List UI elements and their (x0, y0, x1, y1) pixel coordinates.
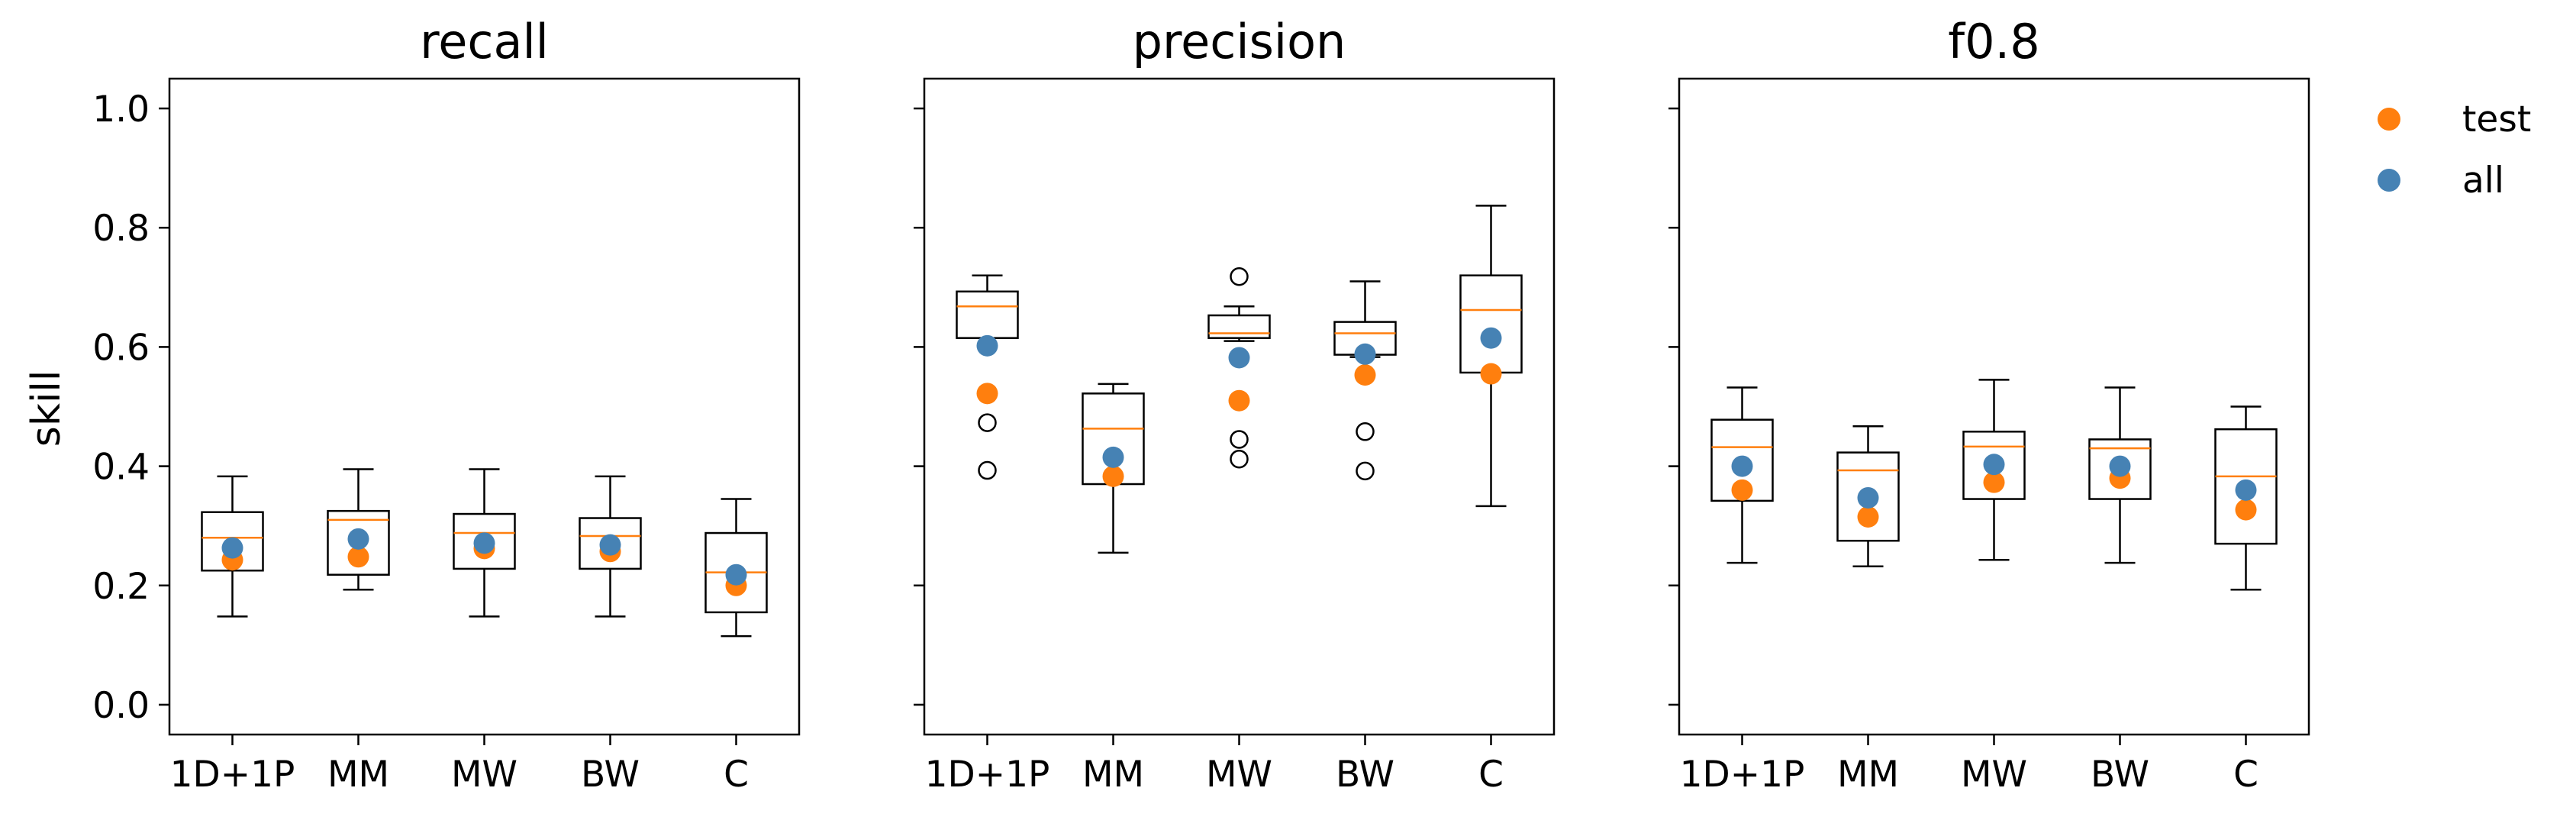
point-all (599, 534, 621, 556)
box-iqr (956, 290, 1019, 339)
y-axis-label: skill (24, 370, 69, 447)
point-test (347, 546, 369, 568)
outlier-point (978, 460, 997, 480)
y-tick-label: 0.6 (92, 327, 150, 369)
x-tick-label: MW (1206, 754, 1272, 796)
x-tick-label: 1D+1P (1680, 754, 1805, 796)
panel-title: f0.8 (1948, 14, 2039, 69)
point-all (1983, 454, 2005, 476)
legend-marker-all (2378, 169, 2400, 192)
box-1D+1P (1710, 386, 1774, 564)
point-all (221, 537, 243, 559)
box-BW (579, 475, 642, 618)
box-iqr (2088, 438, 2152, 500)
x-tick-label: C (2233, 754, 2258, 796)
y-tick-label: 0.0 (92, 685, 150, 727)
point-all (1228, 347, 1250, 369)
point-all (2235, 479, 2257, 501)
outlier-point (1230, 267, 1249, 286)
point-all (2109, 455, 2131, 477)
panel-title: recall (420, 14, 549, 69)
x-tick-label: MW (1961, 754, 2027, 796)
box-iqr (1459, 274, 1523, 374)
x-tick-label: C (724, 754, 749, 796)
x-tick-label: 1D+1P (925, 754, 1050, 796)
axes-frame (168, 77, 801, 736)
axes-frame (1678, 77, 2310, 736)
box-iqr (327, 509, 390, 576)
box-BW (1333, 280, 1397, 481)
point-test (1480, 363, 1502, 385)
x-tick-label: BW (2091, 754, 2149, 796)
box-C (2214, 405, 2278, 591)
x-tick-label: MM (327, 754, 389, 796)
axes-frame (923, 77, 1556, 736)
box-iqr (1836, 451, 1900, 542)
x-tick-label: BW (1336, 754, 1394, 796)
point-test (1354, 364, 1376, 386)
point-all (1480, 327, 1502, 349)
point-test (1731, 479, 1753, 501)
point-all (347, 528, 369, 550)
outlier-point (1230, 449, 1249, 469)
legend-label-all: all (2462, 160, 2504, 202)
point-all (1857, 486, 1879, 509)
box-MM (1836, 425, 1900, 568)
outlier-point (1356, 422, 1375, 441)
point-all (1354, 343, 1376, 365)
legend: test all (2378, 98, 2531, 202)
y-tick-label: 0.8 (92, 208, 150, 250)
box-iqr (1962, 431, 2026, 500)
point-test (2235, 499, 2257, 521)
box-iqr (2214, 428, 2278, 545)
point-test (1857, 505, 1879, 528)
y-tick-label: 0.2 (92, 566, 150, 608)
point-test (1228, 389, 1250, 412)
point-test (976, 383, 998, 405)
point-all (473, 532, 495, 554)
y-tick-label: 1.0 (92, 89, 150, 131)
x-tick-label: C (1478, 754, 1504, 796)
point-test (1983, 471, 2005, 493)
box-MW (1962, 379, 2026, 561)
legend-label-test: test (2462, 98, 2531, 140)
box-iqr (201, 511, 264, 572)
box-iqr (1207, 314, 1271, 339)
point-all (725, 564, 747, 586)
outlier-point (1230, 430, 1249, 449)
box-iqr (1710, 418, 1774, 502)
x-tick-label: MM (1082, 754, 1144, 796)
box-MW (1207, 267, 1271, 469)
panel-3: f0.8 1D+1P MM MW BW C (1668, 14, 2310, 796)
box-1D+1P (956, 274, 1019, 480)
box-iqr (579, 517, 642, 570)
box-1D+1P (201, 475, 264, 618)
point-all (976, 334, 998, 357)
x-tick-label: MM (1837, 754, 1899, 796)
panel-title: precision (1133, 14, 1346, 69)
outlier-point (1356, 461, 1375, 481)
box-C (1459, 205, 1523, 508)
box-MM (327, 468, 390, 591)
outlier-point (978, 413, 997, 432)
panel-1: recall 0.0 0.2 0.4 0.6 0.8 1.0 1D+1P MM MW BW C (92, 14, 801, 796)
x-tick-label: 1D+1P (170, 754, 295, 796)
y-tick-label: 0.4 (92, 447, 150, 489)
point-all (1731, 455, 1753, 477)
point-test (1102, 465, 1124, 487)
point-all (1102, 446, 1124, 468)
legend-marker-test (2378, 108, 2400, 131)
box-iqr (453, 512, 516, 570)
box-BW (2088, 386, 2152, 564)
x-tick-label: BW (581, 754, 640, 796)
x-tick-label: MW (451, 754, 517, 796)
panel-2: precision 1D+1P MM MW BW C (914, 14, 1556, 796)
